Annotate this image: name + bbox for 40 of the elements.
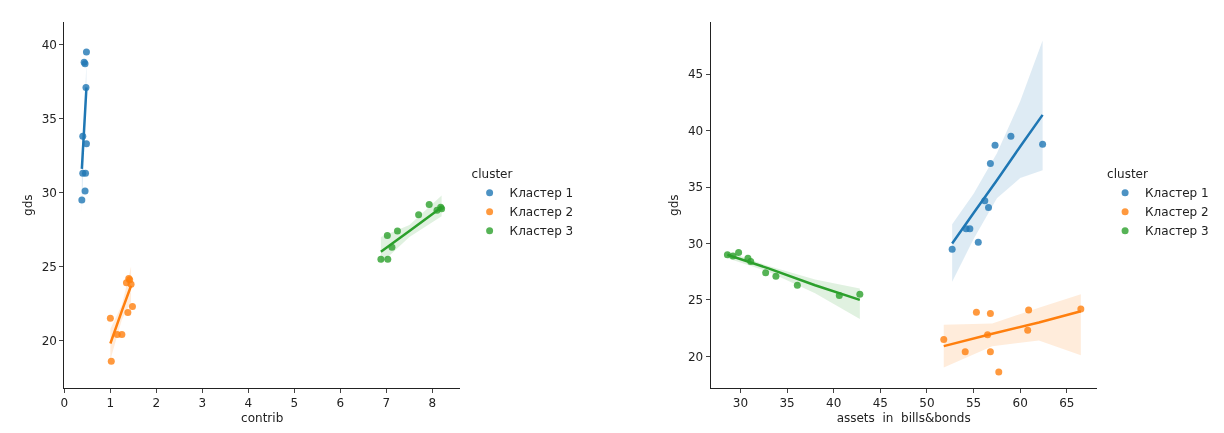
y-tick-label: 30 <box>687 236 704 251</box>
legend-title: cluster <box>1107 167 1148 182</box>
x-tick-label: 30 <box>732 396 749 411</box>
x-tick-label: 4 <box>244 396 253 411</box>
x-tick-label: 7 <box>382 396 391 411</box>
y-tick-label: 35 <box>687 180 704 195</box>
y-tick-label: 40 <box>687 123 704 138</box>
x-tick-label: 45 <box>872 396 888 411</box>
legend-label: Кластер 1 <box>1145 186 1209 201</box>
x-tick-label: 3 <box>198 396 207 411</box>
y-axis-title: gds <box>20 194 35 216</box>
x-tick-label: 5 <box>290 396 299 411</box>
x-axis-title: assets in bills&bonds <box>836 411 971 426</box>
y-tick-label: 45 <box>687 67 704 82</box>
x-tick-label: 2 <box>152 396 161 411</box>
x-tick-label: 1 <box>106 396 115 411</box>
x-tick-label: 60 <box>1012 396 1028 411</box>
legend-label: Кластер 1 <box>509 186 574 201</box>
x-axis-title: contrib <box>241 411 284 426</box>
y-tick-label: 40 <box>41 37 57 52</box>
legend-label: Кластер 2 <box>509 205 574 220</box>
x-tick-label: 8 <box>428 396 437 411</box>
x-tick-label: 55 <box>965 396 982 411</box>
y-tick-label: 25 <box>687 293 704 308</box>
legend-title: cluster <box>471 167 513 182</box>
x-tick-label: 0 <box>60 396 69 411</box>
y-tick-label: 30 <box>41 185 57 200</box>
y-axis-title: gds <box>667 194 682 216</box>
y-tick-label: 20 <box>687 349 704 364</box>
y-tick-label: 35 <box>41 111 57 126</box>
x-tick-label: 6 <box>336 396 345 411</box>
x-tick-label: 35 <box>779 396 795 411</box>
x-tick-label: 50 <box>919 396 935 411</box>
legend-label: Кластер 3 <box>1145 224 1209 239</box>
y-tick-label: 25 <box>41 259 57 274</box>
y-tick-label: 20 <box>41 333 57 348</box>
legend-label: Кластер 3 <box>509 224 574 239</box>
x-tick-label: 65 <box>1059 396 1075 411</box>
x-tick-label: 40 <box>826 396 842 411</box>
legend-label: Кластер 2 <box>1145 205 1209 220</box>
